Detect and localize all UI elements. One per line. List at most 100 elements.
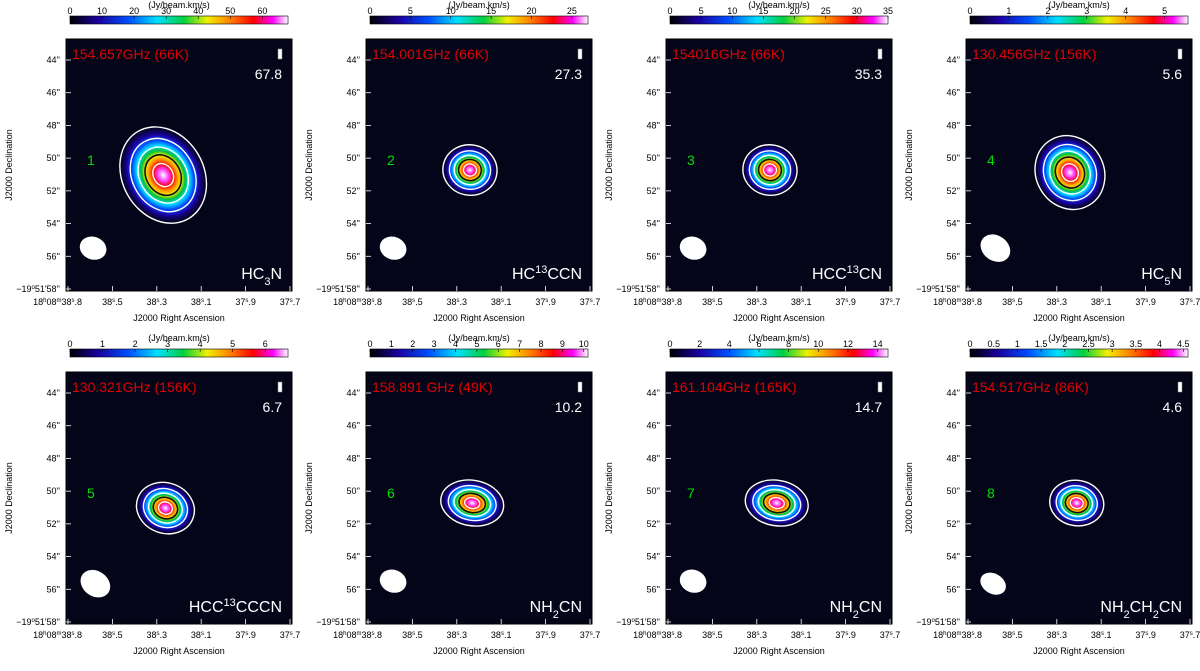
panel-number: 6 bbox=[387, 485, 395, 501]
y-tick-label: 54'' bbox=[947, 552, 961, 562]
molecule-label: NH2CN bbox=[830, 599, 882, 621]
y-axis-label: J2000 Declination bbox=[604, 129, 614, 201]
y-tick-label: −19o51'58'' bbox=[616, 284, 660, 294]
y-tick-label: 54'' bbox=[47, 552, 61, 562]
colorbar-tick-label: 3 bbox=[165, 339, 170, 349]
y-tick-label: 46'' bbox=[947, 421, 961, 431]
y-tick-label: 50'' bbox=[347, 153, 361, 163]
y-axis-label: J2000 Declination bbox=[304, 462, 314, 534]
y-tick-label: 48'' bbox=[947, 453, 961, 463]
panel-title: 161.104GHz (165K) bbox=[672, 379, 797, 395]
panel-7: 161.104GHz (165K) 14.7 7 NH2CN (Jy/beam.km/s… bbox=[604, 333, 900, 656]
x-tick-label: 38s.5 bbox=[102, 297, 123, 307]
colorbar-tick-label: 3 bbox=[1110, 339, 1115, 349]
colorbar bbox=[369, 348, 589, 358]
x-tick-label: 37s.7 bbox=[280, 297, 301, 307]
y-tick-label: 52'' bbox=[47, 186, 61, 196]
x-tick-label: 38s.1 bbox=[491, 630, 512, 640]
contour-line bbox=[1054, 156, 1086, 189]
molecule-label: NH2CN bbox=[530, 599, 582, 621]
y-tick-label: 50'' bbox=[947, 153, 961, 163]
y-tick-label: 44'' bbox=[647, 388, 661, 398]
y-tick-label: 46'' bbox=[47, 421, 61, 431]
colorbar-tick-label: 2 bbox=[1062, 339, 1067, 349]
contour-line bbox=[147, 492, 183, 524]
panel-3: 154016GHz (66K) 35.3 3 HCC13CN (Jy/beam.km/s… bbox=[604, 0, 900, 323]
colorbar-tick-label: 2.5 bbox=[1082, 339, 1095, 349]
colorbar-tick-label: 4 bbox=[453, 339, 458, 349]
y-tick-label: 44'' bbox=[47, 55, 61, 65]
colorbar bbox=[969, 348, 1189, 358]
colorbar bbox=[69, 348, 289, 358]
x-tick-label: 37s.9 bbox=[1135, 630, 1156, 640]
x-tick-label: 38s.3 bbox=[147, 297, 168, 307]
molecule-label: HCC13CCCN bbox=[189, 597, 282, 616]
x-tick-label: 37s.9 bbox=[235, 297, 256, 307]
beam-ellipse bbox=[379, 236, 407, 260]
colorbar-tick-label: 2 bbox=[1045, 6, 1050, 16]
colorbar bbox=[369, 15, 589, 25]
contour-line bbox=[157, 501, 174, 515]
x-tick-label: 38s.5 bbox=[1002, 630, 1023, 640]
colorbar-label: (Jy/beam.km/s) bbox=[1048, 333, 1110, 343]
y-tick-label: −19o51'58'' bbox=[316, 284, 360, 294]
x-tick-label: 18h08m38s.8 bbox=[633, 297, 682, 307]
colorbar-tick-label: 10 bbox=[727, 6, 737, 16]
beam-ellipse bbox=[980, 572, 1006, 595]
plot-frame bbox=[365, 38, 593, 292]
beam-ellipse bbox=[679, 569, 707, 593]
contour-line bbox=[129, 137, 197, 213]
contour-line bbox=[762, 492, 791, 514]
panel-5: 130.321GHz (156K) 6.7 5 HCC13CCCN (Jy/beam.k… bbox=[4, 333, 300, 656]
y-tick-label: −19o51'58'' bbox=[916, 284, 960, 294]
y-tick-label: 48'' bbox=[647, 453, 661, 463]
colorbar-tick-label: 2 bbox=[697, 339, 702, 349]
colorbar-tick-label: 5 bbox=[474, 339, 479, 349]
contour-line bbox=[440, 479, 505, 527]
colorbar-label: (Jy/beam.km/s) bbox=[148, 333, 210, 343]
panel-title: 154.517GHz (86K) bbox=[972, 379, 1089, 395]
colorbar-tick-label: 60 bbox=[257, 6, 267, 16]
contour-line bbox=[757, 488, 796, 518]
colorbar-tick-label: 8 bbox=[786, 339, 791, 349]
y-tick-label: 50'' bbox=[647, 486, 661, 496]
contour-line bbox=[453, 488, 492, 518]
y-tick-label: 46'' bbox=[47, 88, 61, 98]
colorbar-label: (Jy/beam.km/s) bbox=[448, 0, 510, 10]
colorbar-tick-label: 0 bbox=[967, 339, 972, 349]
contour-line bbox=[1055, 484, 1098, 522]
y-tick-label: −19o51'58'' bbox=[616, 617, 660, 627]
y-tick-label: 48'' bbox=[47, 120, 61, 130]
contour-line bbox=[748, 150, 792, 190]
colorbar-tick-label: 50 bbox=[225, 6, 235, 16]
x-tick-label: 18h08m38s.8 bbox=[933, 630, 982, 640]
panel-number: 7 bbox=[687, 485, 695, 501]
contour-line bbox=[1064, 492, 1089, 514]
colorbar-label: (Jy/beam.km/s) bbox=[748, 0, 810, 10]
panel-number: 5 bbox=[87, 485, 95, 501]
beam-ellipse bbox=[80, 569, 111, 598]
colorbar-tick-label: 20 bbox=[526, 6, 536, 16]
y-tick-label: 52'' bbox=[647, 519, 661, 529]
molecule-label: NH2CH2CN bbox=[1100, 599, 1182, 621]
x-tick-label: 37s.7 bbox=[1180, 297, 1200, 307]
beam-ellipse bbox=[980, 234, 1011, 262]
colorbar-tick-label: 6 bbox=[496, 339, 501, 349]
colorbar-tick-label: 1 bbox=[1006, 6, 1011, 16]
colorbar-tick-label: 7 bbox=[517, 339, 522, 349]
colorbar-tick-label: 4 bbox=[1123, 6, 1128, 16]
y-tick-label: 54'' bbox=[47, 219, 61, 229]
x-tick-label: 38s.3 bbox=[147, 630, 168, 640]
x-tick-label: 37s.7 bbox=[280, 630, 301, 640]
y-tick-label: 44'' bbox=[647, 55, 661, 65]
contour-line bbox=[152, 496, 179, 520]
contour-line bbox=[453, 154, 487, 186]
colorbar-tick-label: 25 bbox=[567, 6, 577, 16]
x-tick-label: 37s.9 bbox=[1135, 297, 1156, 307]
scale-marker bbox=[577, 48, 583, 60]
scale-marker bbox=[877, 381, 883, 393]
x-tick-label: 38s.5 bbox=[402, 630, 423, 640]
y-tick-label: −19o51'58'' bbox=[916, 617, 960, 627]
colorbar-tick-label: 0 bbox=[667, 6, 672, 16]
